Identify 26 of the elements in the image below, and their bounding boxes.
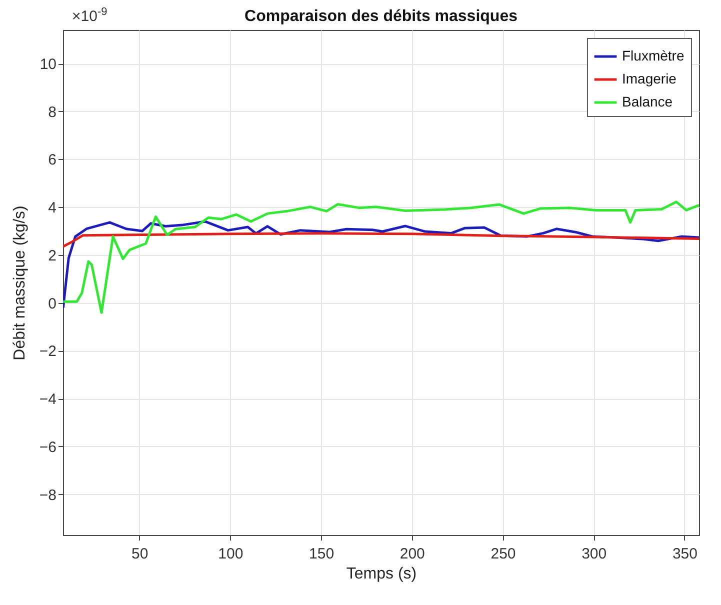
x-tick-label: 300 (582, 546, 607, 562)
x-tick-label: 350 (672, 546, 698, 562)
y-tick-label: −2 (39, 343, 56, 360)
x-tick-label: 100 (218, 546, 244, 562)
y-tick-label: 4 (48, 200, 56, 217)
x-tick-label: 150 (309, 546, 334, 562)
y-tick-label: 8 (48, 104, 56, 121)
text: ×10$^{-9}$ (72, 6, 108, 25)
x-tick-label: 50 (131, 546, 148, 562)
y-tick-label: −4 (39, 391, 56, 408)
x-tick-label: 250 (490, 546, 516, 562)
y-axis-title: Débit massique (kg/s) (11, 206, 28, 360)
y-tick-label: 6 (48, 152, 56, 169)
chart-title: Comparaison des débits massiques (244, 8, 518, 25)
y-tick-label: 10 (40, 56, 56, 74)
x-tick-label: 200 (400, 546, 425, 562)
y-tick-label: −6 (39, 438, 56, 456)
y-tick-label: 0 (48, 295, 56, 312)
legend-label: Fluxmètre (622, 48, 684, 64)
y-tick-label: −8 (39, 486, 56, 504)
line-series (63, 200, 699, 314)
line-series (63, 232, 699, 248)
x-axis-title: Temps (s) (346, 566, 417, 582)
y-tick-label: 2 (48, 247, 56, 264)
legend-label: Imagerie (622, 70, 677, 86)
legend-label: Balance (622, 94, 673, 110)
